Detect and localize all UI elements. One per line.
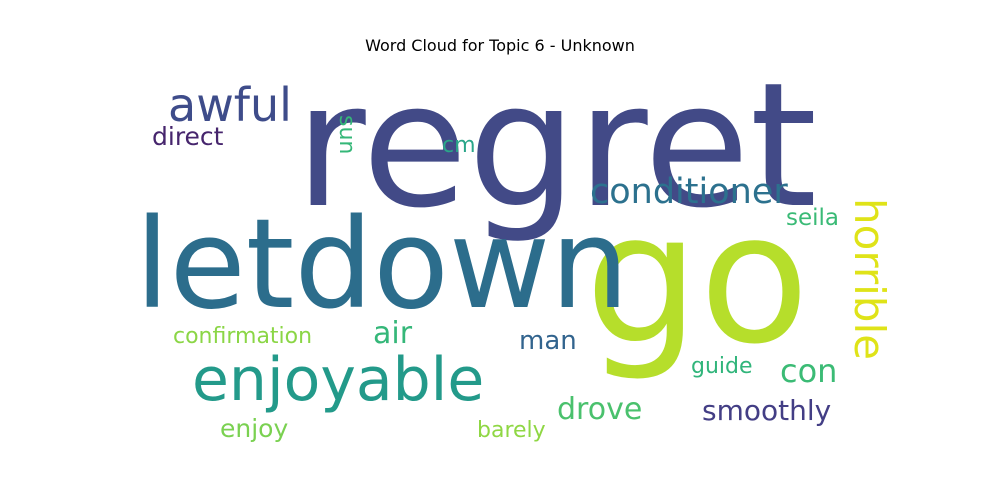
word-seila: seila	[786, 205, 840, 231]
word-air: air	[373, 316, 413, 351]
word-regret: regret	[295, 45, 818, 246]
word-awful: awful	[168, 78, 292, 132]
word-letdown: letdown	[135, 193, 629, 337]
word-smoothly: smoothly	[702, 394, 832, 427]
word-drove: drove	[557, 392, 643, 427]
word-guide: guide	[691, 354, 753, 379]
word-con: con	[780, 352, 838, 390]
word-conditioner: conditioner	[590, 172, 788, 212]
word-cloud: regret go letdown enjoyable awful condit…	[130, 45, 894, 460]
word-cm: cm	[442, 133, 476, 158]
word-barely: barely	[477, 418, 546, 443]
word-enjoyable: enjoyable	[192, 345, 485, 415]
word-enjoy: enjoy	[220, 414, 289, 443]
word-man: man	[519, 326, 577, 356]
word-go: go	[585, 175, 810, 384]
word-horrible: horrible	[845, 198, 894, 360]
word-direct: direct	[152, 122, 224, 151]
word-sun: sun	[334, 115, 359, 155]
word-confirmation: confirmation	[173, 324, 313, 349]
chart-title: Word Cloud for Topic 6 - Unknown	[365, 36, 635, 55]
